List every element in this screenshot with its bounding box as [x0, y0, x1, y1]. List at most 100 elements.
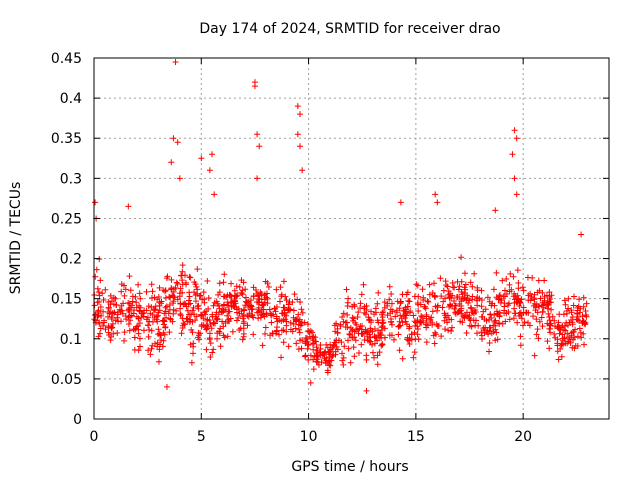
data-point	[150, 306, 157, 313]
data-point	[583, 300, 590, 307]
data-point	[478, 329, 485, 336]
data-point	[97, 325, 104, 332]
data-point	[107, 309, 114, 316]
data-point	[274, 324, 280, 331]
data-point	[228, 299, 235, 306]
data-point	[257, 314, 264, 321]
data-point	[580, 294, 587, 301]
data-point	[510, 293, 517, 300]
data-point	[380, 308, 387, 315]
data-point	[478, 303, 485, 310]
data-point	[574, 310, 581, 317]
data-point	[133, 299, 140, 306]
data-point	[265, 284, 272, 291]
data-point	[187, 318, 194, 325]
data-point	[154, 312, 161, 319]
data-point	[262, 324, 269, 331]
data-point	[469, 309, 476, 316]
data-point	[546, 299, 553, 306]
chart-title: Day 174 of 2024, SRMTID for receiver dra…	[199, 21, 500, 37]
data-point	[378, 327, 385, 334]
data-point	[396, 347, 403, 354]
data-point	[406, 340, 413, 347]
data-point	[108, 298, 115, 305]
data-point	[214, 335, 221, 342]
y-tick-label: 0.15	[51, 292, 82, 308]
data-point	[457, 307, 464, 314]
data-point-peak	[125, 203, 132, 210]
data-point	[371, 340, 378, 347]
data-point	[221, 271, 228, 278]
data-point	[149, 311, 156, 318]
data-point	[117, 308, 124, 315]
data-point	[357, 300, 364, 307]
data-point	[121, 292, 128, 299]
data-point	[363, 307, 370, 314]
data-point	[148, 345, 155, 352]
data-point	[233, 283, 240, 290]
data-point	[337, 323, 344, 330]
data-point	[395, 323, 402, 330]
data-point	[203, 346, 210, 353]
data-point	[498, 297, 505, 304]
data-point	[259, 342, 266, 349]
data-point	[107, 301, 114, 308]
data-point	[200, 289, 207, 296]
data-point	[360, 281, 367, 288]
data-point	[184, 315, 191, 322]
data-point	[481, 329, 488, 336]
data-point	[442, 312, 449, 319]
data-point	[293, 340, 300, 347]
data-point	[341, 343, 348, 350]
data-point	[224, 333, 231, 340]
data-point	[489, 300, 496, 307]
data-point	[490, 286, 497, 293]
data-point	[214, 300, 221, 307]
data-point	[371, 311, 378, 318]
data-point	[569, 319, 576, 326]
data-point	[280, 339, 287, 346]
data-point	[451, 284, 458, 291]
data-point	[330, 342, 337, 349]
data-point	[527, 297, 534, 304]
data-point	[315, 361, 322, 368]
data-point	[557, 345, 564, 352]
data-point	[340, 361, 347, 368]
data-point	[105, 304, 112, 311]
data-point	[238, 290, 245, 297]
data-point-peak	[174, 139, 181, 146]
data-point	[186, 319, 193, 326]
data-point	[517, 299, 524, 306]
data-point	[127, 317, 134, 324]
data-point	[148, 294, 155, 301]
data-point	[438, 333, 445, 340]
data-point	[295, 346, 302, 353]
data-point	[461, 284, 468, 291]
data-point	[451, 298, 458, 305]
data-point	[359, 331, 366, 338]
data-point-peak	[176, 175, 183, 182]
data-point	[563, 310, 570, 317]
data-point	[160, 321, 167, 328]
data-point	[440, 298, 447, 305]
data-point	[347, 324, 354, 331]
data-point	[133, 313, 140, 320]
data-point	[397, 312, 404, 319]
data-point	[97, 277, 104, 284]
data-point	[166, 329, 173, 336]
data-point	[531, 300, 538, 307]
data-point	[419, 314, 426, 321]
data-point	[292, 325, 299, 332]
data-point	[283, 328, 290, 335]
data-point	[203, 325, 210, 332]
data-point	[298, 345, 305, 352]
data-point	[350, 315, 357, 322]
data-point	[541, 277, 548, 284]
data-point	[239, 336, 246, 343]
data-point	[305, 327, 312, 334]
data-point	[125, 299, 132, 306]
data-point	[94, 285, 101, 292]
data-point	[408, 331, 415, 338]
data-point	[497, 299, 504, 306]
data-point	[444, 283, 451, 290]
